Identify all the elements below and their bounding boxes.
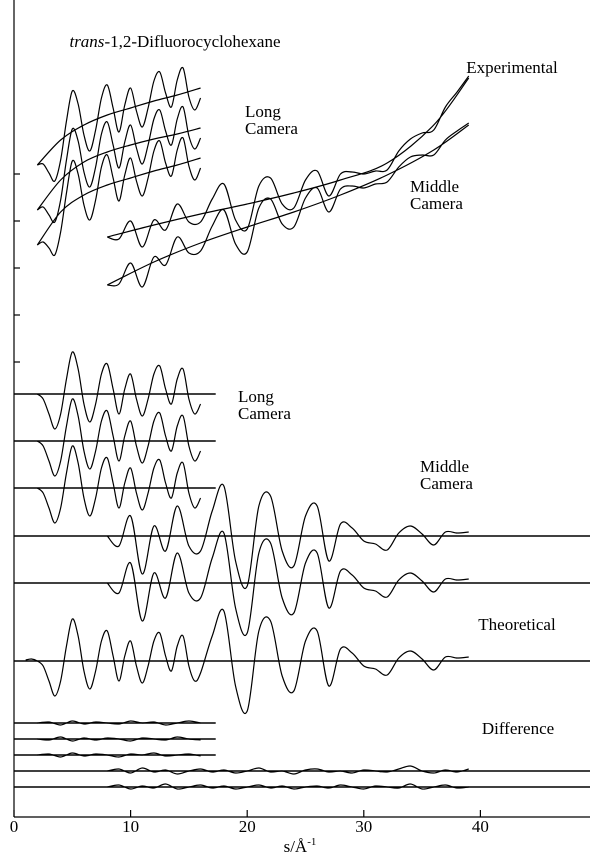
annotation: Theoretical [478, 615, 556, 634]
curve [37, 352, 200, 429]
annotation: LongCamera [238, 387, 291, 423]
x-tick-label: 40 [472, 817, 489, 836]
annotation: Difference [482, 719, 554, 738]
annotation: MiddleCamera [420, 457, 473, 493]
x-tick-label: 10 [122, 817, 139, 836]
x-axis-label: s/Å-1 [284, 836, 317, 856]
annotation: MiddleCamera [410, 177, 463, 213]
x-tick-label: 0 [10, 817, 19, 836]
curve [107, 78, 468, 237]
chart-title: trans-1,2-Difluorocyclohexane [69, 32, 280, 51]
curve [37, 128, 200, 210]
x-tick-label: 30 [355, 817, 372, 836]
x-tick-label: 20 [239, 817, 256, 836]
x-axis-label-main: s/Å [284, 837, 308, 856]
curve [107, 766, 468, 774]
annotation: LongCamera [245, 102, 298, 138]
x-axis-label-sup: -1 [307, 836, 316, 848]
annotation: Experimental [466, 58, 558, 77]
